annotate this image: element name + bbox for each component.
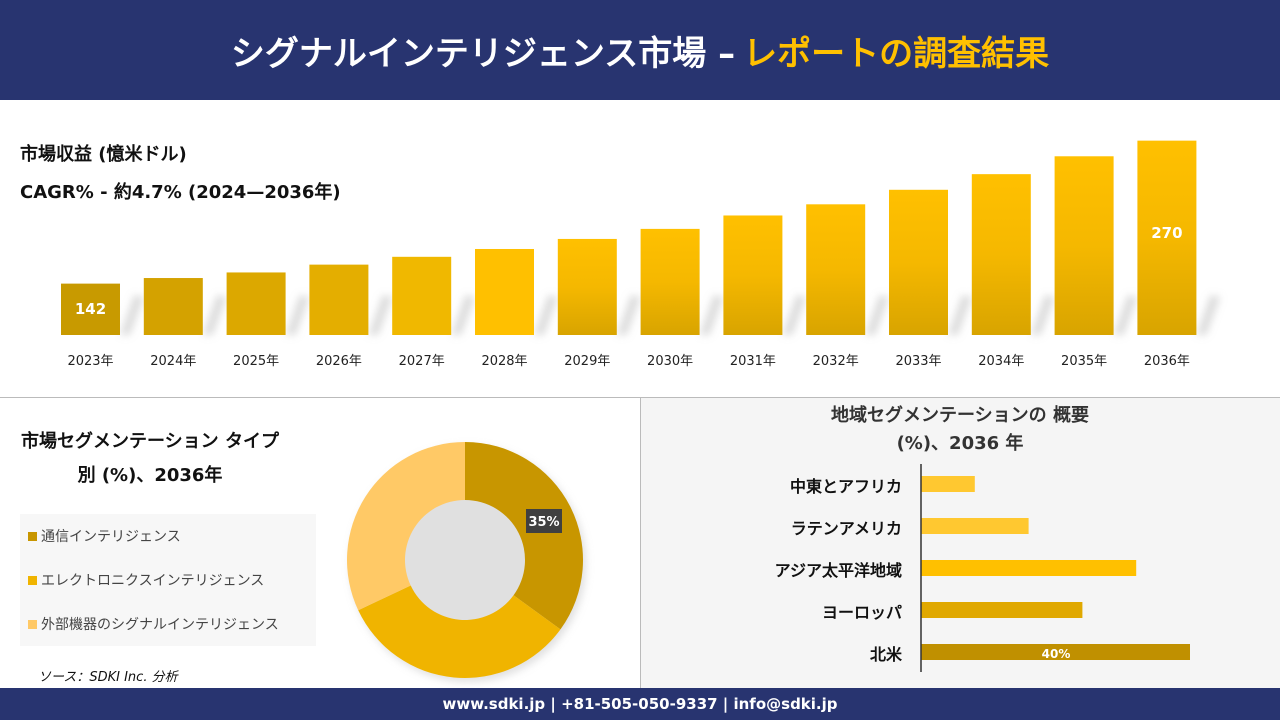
revenue-bar [475,248,534,335]
page-title: シグナルインテリジェンス市場 – [230,33,736,74]
revenue-bar [557,238,617,335]
page-title-accent: レポートの調査結果 [743,33,1050,74]
x-tick-label: 2027年 [398,354,445,369]
revenue-bar [806,204,866,335]
bar-shadow [865,295,890,335]
bar-shadow [616,295,641,335]
header-banner: シグナルインテリジェンス市場 – レポートの調査結果 [0,0,1280,100]
legend-item: 通信インテリジェンス [28,526,181,546]
legend-label: 通信インテリジェンス [41,529,181,545]
legend-item: エレクトロニクスインテリジェンス [28,570,264,590]
region-label: アジア太平洋地域 [774,561,902,580]
region-data-label: 40% [1042,647,1071,661]
bar-shadow [948,295,972,335]
x-tick-label: 2030年 [647,354,694,369]
bar-shadow [120,295,144,335]
bar-shadow [699,295,724,335]
legend-swatch [28,575,37,585]
bar-shadow [202,295,227,335]
region-label: ラテンアメリカ [790,519,902,538]
donut-data-label-box [526,509,562,533]
revenue-bar [1137,140,1197,335]
donut-slice [347,442,465,611]
bar-shadow [368,295,393,335]
x-tick-label: 2024年 [150,354,197,369]
region-bar [921,560,1137,576]
x-tick-label: 2025年 [233,354,280,369]
bar-shadow [782,295,807,335]
regional-panel [640,398,1280,688]
bar-shadow [285,295,310,335]
revenue-bar [226,272,286,335]
cagr-label: CAGR% - 約4.7% (2024—2036年) [20,182,341,203]
region-label: 中東とアフリカ [789,477,902,496]
donut-data-label: 35% [528,515,559,530]
revenue-bar [889,189,948,335]
source-note: ソース：SDKI Inc. 分析 [38,670,178,685]
region-label: 北米 [869,645,902,664]
region-label: ヨーロッパ [821,603,902,622]
donut-slice [358,585,561,678]
revenue-bar [1054,156,1114,335]
bar-shadow [451,295,476,335]
footer-contact: www.sdki.jp | +81-505-050-9337 | info@sd… [0,688,1280,720]
donut-slice [465,442,583,630]
x-tick-label: 2023年 [67,354,114,369]
donut-legend: 通信インテリジェンス エレクトロニクスインテリジェンス 外部機器のシグナルインテ… [20,514,316,646]
x-tick-label: 2033年 [895,354,942,369]
revenue-bar [61,283,120,335]
x-tick-label: 2026年 [315,354,362,369]
revenue-bar [392,256,452,335]
regional-title-text: 地域セグメンテーションの 概要 (%)、2036 年 [831,405,1089,454]
x-tick-label: 2028年 [481,354,528,369]
revenue-bar [309,264,369,335]
revenue-bar [723,215,783,335]
revenue-bar [640,228,700,335]
x-tick-label: 2031年 [729,354,776,369]
bar-data-label: 270 [1151,224,1182,242]
bar-shadow [1113,295,1138,335]
revenue-chart-title: 市場収益 (憶米ドル) [20,144,187,165]
bar-shadow [534,295,558,335]
divider [0,397,1280,398]
x-tick-label: 2036年 [1143,354,1190,369]
bar-data-label: 142 [75,300,106,318]
x-tick-label: 2032年 [812,354,859,369]
x-tick-label: 2034年 [978,354,1025,369]
legend-item: 外部機器のシグナルインテリジェンス [28,614,279,634]
region-bar [921,476,975,492]
region-bar [921,518,1029,534]
bar-shadow [1196,295,1221,335]
bar-shadow [1030,295,1055,335]
segment-chart-title: 市場セグメンテーション タイプ別 (%)、2036年 [21,431,279,486]
legend-swatch [28,619,37,629]
region-bar [921,644,1190,660]
legend-swatch [28,531,37,541]
legend-label: 外部機器のシグナルインテリジェンス [41,617,279,633]
x-tick-label: 2029年 [564,354,611,369]
region-bar [921,602,1083,618]
legend-label: エレクトロニクスインテリジェンス [41,573,265,589]
revenue-bar [971,174,1031,335]
revenue-bar [143,278,203,335]
x-tick-label: 2035年 [1061,354,1108,369]
regional-chart-title: 地域セグメンテーションの 概要 (%)、2036 年 [640,402,1280,458]
